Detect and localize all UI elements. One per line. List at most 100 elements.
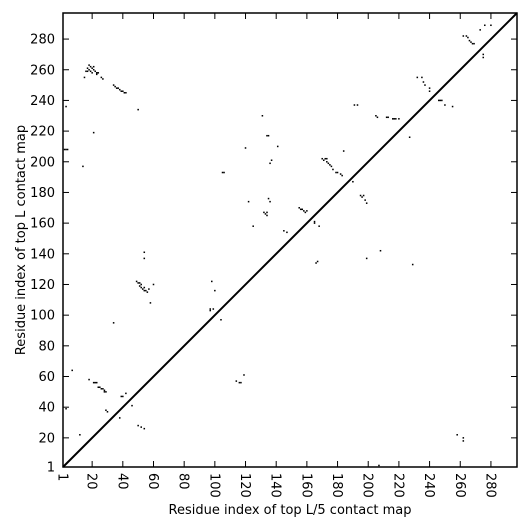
x-tick-label: 260 bbox=[452, 473, 467, 498]
contact-point-lower bbox=[112, 322, 115, 324]
contact-point-lower bbox=[456, 434, 458, 436]
contact-point-upper bbox=[428, 87, 431, 89]
x-tick-label: 200 bbox=[360, 473, 375, 498]
x-tick-label: 280 bbox=[482, 473, 497, 498]
contact-point-upper bbox=[330, 165, 333, 168]
x-axis-label: Residue index of top L/5 contact map bbox=[169, 503, 412, 518]
contact-point-upper bbox=[416, 76, 419, 79]
y-tick-label: 80 bbox=[38, 339, 55, 354]
y-tick-label: 60 bbox=[38, 370, 55, 385]
contact-point-lower bbox=[95, 381, 98, 384]
contact-point-upper bbox=[86, 67, 89, 69]
contact-point-upper bbox=[267, 134, 270, 137]
contact-point-upper bbox=[261, 115, 264, 117]
contact-point-upper bbox=[467, 36, 469, 39]
y-tick-label: 160 bbox=[30, 217, 55, 232]
contact-point-upper bbox=[247, 200, 250, 203]
y-tick-label: 200 bbox=[30, 155, 55, 170]
contact-point-upper bbox=[316, 260, 319, 263]
contact-point-lower bbox=[137, 424, 139, 427]
contact-point-lower bbox=[220, 318, 222, 321]
contact-point-lower bbox=[105, 391, 107, 393]
contact-point-upper bbox=[326, 157, 328, 160]
contact-point-upper bbox=[327, 162, 330, 165]
y-tick-label: 20 bbox=[38, 431, 55, 446]
contact-point-upper bbox=[92, 131, 95, 134]
contact-point-upper bbox=[321, 157, 323, 160]
contact-point-upper bbox=[117, 87, 119, 89]
contact-point-upper bbox=[123, 91, 126, 94]
contact-point-upper bbox=[441, 99, 443, 102]
contact-point-lower bbox=[94, 381, 96, 384]
x-tick-label: 40 bbox=[114, 473, 129, 490]
contact-point-upper bbox=[482, 56, 485, 59]
contact-point-upper bbox=[63, 148, 66, 151]
contact-point-lower bbox=[102, 388, 104, 390]
contact-point-upper bbox=[385, 116, 388, 119]
contact-point-lower bbox=[140, 426, 142, 428]
diagonal-line bbox=[62, 12, 518, 468]
contact-point-upper bbox=[252, 225, 254, 227]
contact-point-lower bbox=[99, 386, 101, 389]
y-axis-label: Residue index of top L contact map bbox=[14, 125, 29, 355]
contact-point-upper bbox=[283, 230, 285, 232]
x-tick-labels: 1 20 40 60 80 100 120 140 160 180 200 220 240 260 280 bbox=[55, 473, 498, 498]
contact-point-lower bbox=[120, 395, 123, 398]
contact-point-upper bbox=[451, 105, 454, 108]
y-tick-label: 260 bbox=[30, 63, 55, 78]
contact-point-upper bbox=[82, 165, 84, 168]
contact-point-lower bbox=[122, 395, 124, 398]
y-tick-label: 140 bbox=[30, 247, 55, 262]
contact-point-upper bbox=[92, 65, 95, 68]
contact-point-upper bbox=[269, 162, 271, 165]
contact-point-upper bbox=[88, 68, 90, 71]
contact-point-upper bbox=[365, 202, 368, 204]
contact-point-lower bbox=[125, 392, 127, 395]
contact-point-lower bbox=[103, 389, 106, 392]
contact-point-upper bbox=[473, 42, 475, 45]
contact-point-lower bbox=[103, 391, 106, 393]
contact-point-upper bbox=[270, 159, 273, 162]
contact-point-upper bbox=[428, 90, 431, 92]
contact-point-upper bbox=[92, 68, 95, 71]
x-tick-label: 100 bbox=[206, 473, 221, 498]
contact-point-upper bbox=[361, 196, 363, 198]
contact-point-upper bbox=[143, 286, 146, 289]
contact-point-upper bbox=[471, 42, 474, 45]
contact-point-upper bbox=[223, 171, 225, 174]
contact-point-upper bbox=[313, 220, 316, 223]
contact-point-upper bbox=[97, 72, 100, 74]
contact-point-upper bbox=[266, 134, 268, 137]
contact-point-upper bbox=[276, 145, 279, 148]
contact-point-upper bbox=[298, 207, 300, 209]
contact-point-lower bbox=[462, 437, 465, 439]
contact-point-lower bbox=[88, 378, 90, 381]
contact-point-upper bbox=[365, 257, 368, 260]
contact-point-upper bbox=[115, 87, 118, 89]
plot-frame bbox=[62, 12, 518, 468]
y-tick-label: 1 bbox=[47, 461, 55, 476]
contact-point-lower bbox=[65, 407, 67, 410]
contact-point-upper bbox=[408, 136, 411, 138]
contact-point-upper bbox=[286, 231, 288, 234]
contact-point-upper bbox=[264, 213, 267, 215]
contact-point-upper bbox=[411, 263, 414, 266]
contact-point-upper bbox=[438, 99, 440, 102]
contact-point-upper bbox=[362, 194, 365, 197]
contact-point-upper bbox=[83, 76, 86, 79]
contact-point-upper bbox=[353, 104, 356, 106]
contact-point-upper bbox=[141, 288, 144, 290]
contact-point-upper bbox=[138, 285, 141, 287]
contact-point-lower bbox=[240, 381, 242, 384]
contact-point-upper bbox=[263, 211, 265, 214]
contact-point-upper bbox=[470, 41, 472, 43]
contact-point-upper bbox=[424, 84, 426, 86]
contact-point-upper bbox=[102, 78, 104, 80]
contact-point-upper bbox=[211, 280, 213, 283]
contact-point-upper bbox=[209, 308, 212, 310]
x-tick-label: 20 bbox=[84, 473, 99, 490]
x-tick-label: 220 bbox=[390, 473, 405, 498]
contact-point-upper bbox=[393, 118, 396, 120]
contact-point-upper bbox=[152, 283, 155, 286]
